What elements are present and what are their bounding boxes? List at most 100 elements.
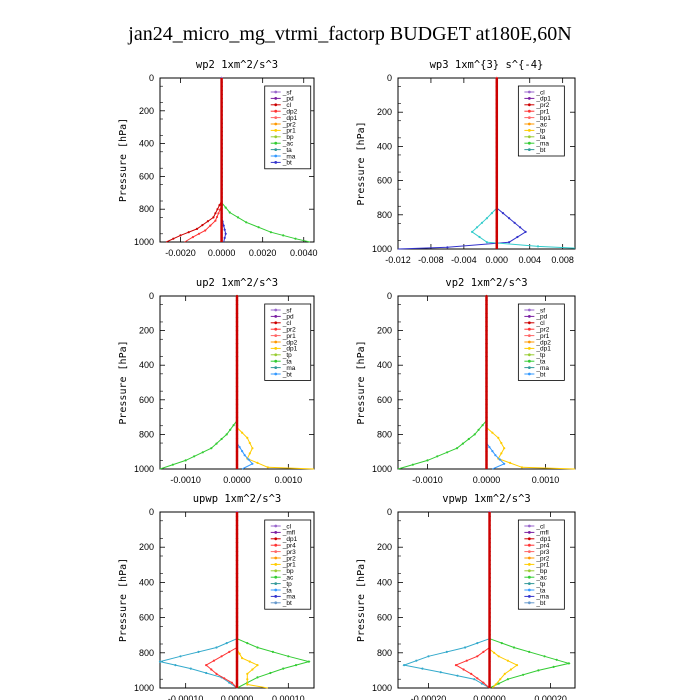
legend-marker <box>527 372 531 376</box>
data-point <box>445 650 448 654</box>
legend-entry: _pr4 <box>535 543 549 550</box>
legend-entry: _mfl <box>282 530 296 537</box>
y-tick-label: 1000 <box>372 683 392 693</box>
data-point <box>209 224 212 227</box>
legend-marker <box>527 550 531 553</box>
data-point <box>269 671 272 675</box>
data-point <box>214 219 217 222</box>
legend-marker <box>527 109 531 113</box>
series-line <box>236 512 311 689</box>
legend-entry: _dp1 <box>535 96 551 103</box>
x-tick-label: 0.0000 <box>223 475 251 485</box>
data-point <box>475 226 479 229</box>
data-point <box>251 462 254 465</box>
data-point <box>464 646 467 649</box>
y-tick-label: 0 <box>387 291 392 301</box>
legend-marker <box>274 569 278 573</box>
data-point <box>248 441 251 445</box>
data-point <box>497 682 500 685</box>
data-point <box>187 231 190 234</box>
legend-entry: _bp <box>282 134 294 141</box>
y-tick-label: 400 <box>377 141 392 151</box>
legend-entry: _dp1 <box>282 346 298 353</box>
y-tick-label: 400 <box>139 360 154 370</box>
legend-entry: _bt <box>282 160 292 167</box>
data-point <box>246 436 249 439</box>
legend-marker <box>527 569 531 573</box>
y-tick-label: 800 <box>377 210 392 220</box>
data-point <box>212 216 215 219</box>
series-line <box>236 512 268 689</box>
data-point <box>488 446 491 449</box>
series-ac <box>158 510 239 689</box>
data-point <box>204 229 207 232</box>
legend-entry: _ac <box>282 575 294 582</box>
data-point <box>509 668 512 671</box>
x-tick-label: -0.012 <box>385 255 411 265</box>
panel-upwp: upwp 1xm^2/s^3 Pressure [hPa] 0 200 400 600 80… <box>118 493 315 700</box>
data-point <box>241 450 244 453</box>
x-tick-label: 0.004 <box>518 255 541 265</box>
data-point <box>243 454 246 457</box>
legend-marker <box>527 122 531 126</box>
y-axis-label: Pressure [hPa] <box>356 121 367 205</box>
legend-marker <box>274 116 278 119</box>
legend-entry: _dp1 <box>282 536 298 543</box>
legend-marker <box>527 103 531 107</box>
legend-marker <box>274 582 278 585</box>
legend-entry: _cl <box>282 102 292 109</box>
legend-entry: _ac <box>535 575 547 582</box>
legend-entry: _sf <box>282 89 292 96</box>
y-tick-label: 1000 <box>372 244 392 254</box>
legend-entry: _ma <box>282 594 296 601</box>
data-point <box>473 433 476 436</box>
legend-entry: _pd <box>535 314 547 321</box>
y-tick-label: 1000 <box>134 237 154 247</box>
data-point <box>191 236 194 239</box>
legend-entry: _bt <box>535 600 545 607</box>
legend-entry: _dp2 <box>282 109 298 116</box>
data-point <box>230 681 233 684</box>
y-tick-label: 600 <box>139 171 154 181</box>
panel-title: vp2 1xm^2/s^3 <box>445 277 527 289</box>
legend-entry: _pr2 <box>535 327 549 334</box>
data-point <box>476 655 479 658</box>
data-point <box>455 447 459 450</box>
legend-marker <box>274 543 278 547</box>
data-point <box>217 212 220 215</box>
y-tick-label: 200 <box>377 542 392 552</box>
legend-entry: _pr1 <box>282 333 296 340</box>
legend-entry: _ma <box>535 594 549 601</box>
data-point <box>228 211 231 214</box>
data-point <box>494 683 497 686</box>
legend: _cl_mfl_dp1_pr4_pr3_pr2_pr1_bp_ac_tp_ta_… <box>517 519 565 610</box>
legend-marker <box>274 154 278 158</box>
data-point <box>218 204 221 207</box>
legend-entry: _ta <box>282 147 292 154</box>
legend-marker <box>274 321 278 325</box>
legend-marker <box>274 366 278 369</box>
legend-entry: _cl <box>535 320 545 327</box>
legend: _cl_mfl_dp1_pr4_pr3_pr2_pr1_bp_ac_tp_ta_… <box>264 519 312 610</box>
data-point <box>238 446 241 449</box>
y-tick-label: 400 <box>139 139 154 149</box>
y-tick-label: 600 <box>377 395 392 405</box>
legend-marker <box>527 135 531 139</box>
data-point <box>251 447 254 450</box>
panel-wp3: wp3 1xm^{3} s^{-4} Pressure [hPa] 0 200 400 6… <box>356 59 576 265</box>
data-point <box>271 650 274 654</box>
x-tick-label: 0.00010 <box>272 694 305 700</box>
data-point <box>223 228 226 231</box>
data-point <box>528 650 531 654</box>
data-point <box>210 447 213 450</box>
data-point <box>411 463 414 466</box>
legend-marker <box>274 550 278 553</box>
y-tick-label: 600 <box>139 613 154 623</box>
legend-marker <box>527 563 531 566</box>
y-tick-label: 400 <box>377 360 392 370</box>
data-point <box>513 221 516 224</box>
legend-marker <box>527 327 531 331</box>
y-tick-label: 1000 <box>372 464 392 474</box>
panel-wp2: wp2 1xm^2/s^3 Pressure [hPa] 0 200 400 600 800… <box>118 59 317 258</box>
